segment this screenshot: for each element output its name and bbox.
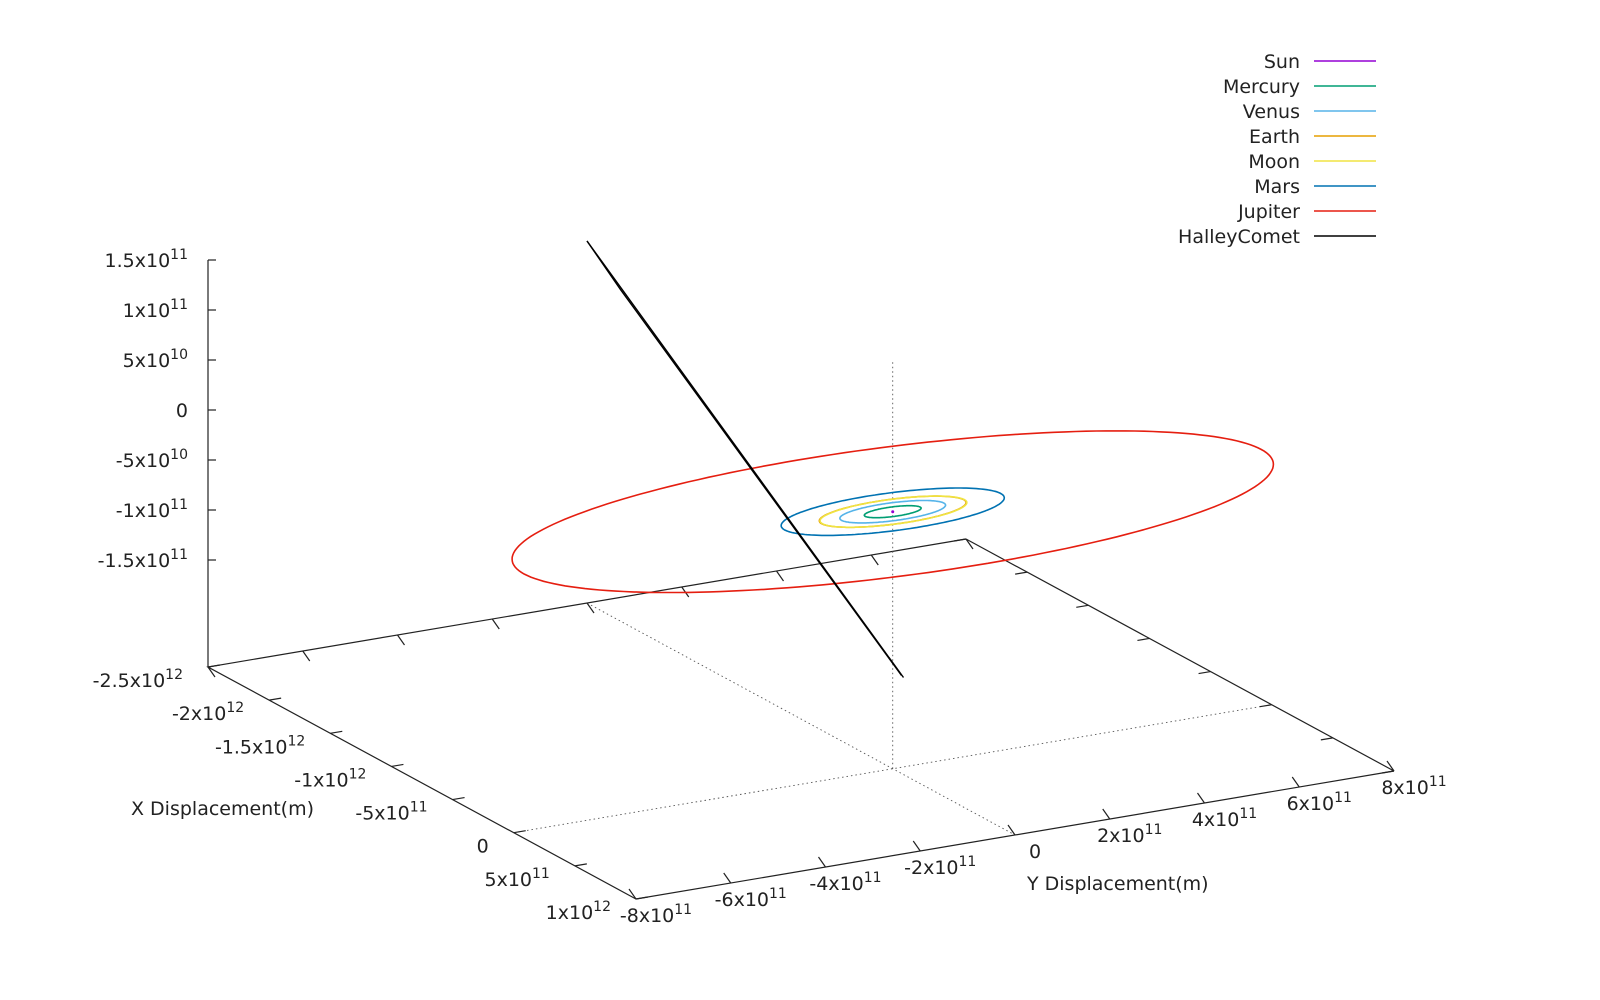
y-tick-mark <box>628 888 637 900</box>
y-tick-mark <box>1291 776 1300 788</box>
x-tick-mark <box>452 796 465 801</box>
orbit-sun <box>891 510 895 514</box>
y-tick-mark-back <box>397 634 405 646</box>
x-tick-label: 1x1012 <box>546 899 611 924</box>
y-tick-mark <box>818 856 826 868</box>
x-tick-label: -5x1011 <box>355 800 427 825</box>
x-tick-mark <box>391 763 404 768</box>
base-edge-back <box>965 538 1395 772</box>
x-tick-label: -1.5x1012 <box>215 733 305 758</box>
x-tick-mark-right <box>1137 637 1150 642</box>
orbits <box>511 240 1275 678</box>
y-tick-label: 6x1011 <box>1287 790 1352 815</box>
x-axis-label: X Displacement(m) <box>131 798 314 820</box>
x-tick-mark <box>574 863 587 867</box>
x-tick-mark <box>330 730 343 734</box>
x-tick-mark-right <box>1259 704 1272 708</box>
x-tick-mark-right <box>953 538 967 542</box>
y-axis-label: Y Displacement(m) <box>1026 873 1209 895</box>
orbit-jupiter <box>511 430 1275 594</box>
grid-y-zero <box>586 602 1016 836</box>
y-tick-label: 4x1011 <box>1192 806 1257 831</box>
y-tick-mark-back <box>302 650 311 662</box>
y-tick-mark-back <box>207 666 216 678</box>
y-tick-label: -4x1011 <box>809 870 881 895</box>
legend-label-mars: Mars <box>1254 176 1300 198</box>
y-tick-mark <box>1007 824 1016 836</box>
x-tick-mark <box>269 697 282 701</box>
z-tick-label: 0 <box>176 400 188 422</box>
legend-label-earth: Earth <box>1249 126 1300 148</box>
y-tick-label: -2x1011 <box>904 854 976 879</box>
y-tick-mark <box>1197 792 1205 804</box>
y-tick-mark <box>1386 760 1395 772</box>
x-tick-label: 5x1011 <box>485 866 550 891</box>
axis-box <box>206 259 1395 900</box>
orbit-moon <box>819 495 968 529</box>
y-tick-mark-back <box>491 618 500 630</box>
y-tick-mark <box>912 840 921 852</box>
x-tick-mark-right <box>1381 770 1395 774</box>
y-tick-label: 2x1011 <box>1097 822 1162 847</box>
y-tick-mark-back <box>776 570 784 582</box>
y-tick-mark-back <box>586 602 595 614</box>
y-tick-label: -6x1011 <box>715 886 787 911</box>
legend-label-moon: Moon <box>1248 151 1300 173</box>
x-tick-mark-right <box>1015 571 1028 575</box>
z-tick-label: 1x1011 <box>123 297 188 322</box>
legend-label-sun: Sun <box>1264 51 1300 73</box>
legend: Sun Mercury Venus Earth Moon Mars Jupiter Halle… <box>1178 51 1376 248</box>
tick-labels: 1.5x1011 1x1011 5x1010 0 -5x1010 -1x1011 -1.5x… <box>93 247 1447 927</box>
x-tick-label: -2.5x1012 <box>93 667 183 692</box>
y-tick-label: -8x1011 <box>620 902 692 927</box>
z-tick-label: -1x1011 <box>116 497 188 522</box>
orbit-mercury <box>863 504 922 519</box>
z-tick-label: 5x1010 <box>123 347 188 372</box>
legend-label-halleycomet: HalleyComet <box>1178 226 1300 248</box>
y-tick-mark <box>723 872 732 884</box>
x-tick-mark-right <box>1076 604 1089 608</box>
y-tick-label: 0 <box>1029 841 1041 863</box>
y-tick-mark-back <box>965 538 974 550</box>
x-tick-mark-right <box>1198 670 1211 675</box>
x-tick-mark <box>207 664 221 668</box>
orbit-mars <box>780 487 1006 537</box>
y-tick-mark-back <box>870 554 879 566</box>
x-tick-label: -2x1012 <box>172 700 244 725</box>
legend-label-venus: Venus <box>1243 101 1300 123</box>
z-tick-label: 1.5x1011 <box>105 247 188 272</box>
x-tick-label: 0 <box>477 836 489 858</box>
legend-label-jupiter: Jupiter <box>1237 201 1300 223</box>
x-tick-mark <box>635 896 649 900</box>
y-tick-mark <box>1102 808 1111 820</box>
x-tick-mark <box>513 830 526 834</box>
z-tick-label: -5x1010 <box>116 447 188 472</box>
legend-label-mercury: Mercury <box>1223 76 1300 98</box>
y-tick-label: 8x1011 <box>1381 774 1446 799</box>
z-tick-label: -1.5x1011 <box>98 547 188 572</box>
x-tick-mark-right <box>1320 737 1333 741</box>
orbit-venus <box>839 499 947 524</box>
x-tick-label: -1x1012 <box>294 766 366 791</box>
trajectory-halleycomet-return <box>586 240 903 676</box>
